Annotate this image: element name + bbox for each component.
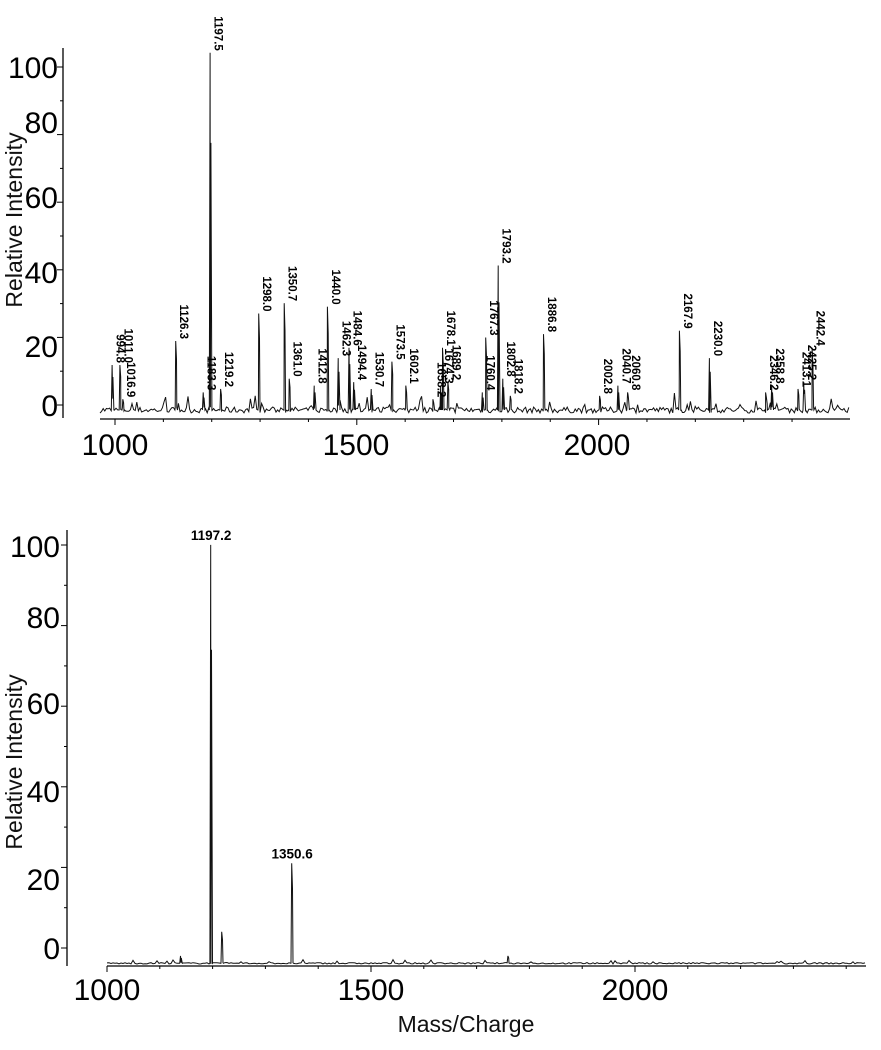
peak-label: 1602.1 — [407, 348, 419, 384]
bottom-spectrum-trace — [106, 544, 866, 965]
top-spectrum-trace — [99, 52, 850, 415]
peak-label: 1674.3 — [442, 348, 454, 383]
peak-label: 2425.2 — [805, 345, 817, 380]
peak-label: 1197.2 — [191, 528, 232, 543]
peak-label: 2346.2 — [767, 355, 779, 390]
y-tick-label: 100 — [10, 531, 60, 564]
bottom-spectrum-chart: 100 80 60 40 20 0 Relative Intensity 100… — [1, 528, 866, 1037]
peak-label: 1760.4 — [484, 355, 496, 391]
peak-label: 2060.8 — [629, 355, 641, 391]
top-x-tick-labels: 1000 1500 2000 — [82, 429, 631, 462]
peak-label: 2442.4 — [814, 311, 826, 347]
x-tick-label: 1500 — [338, 974, 405, 1007]
top-y-ticks — [57, 66, 63, 406]
bottom-y-tick-labels: 100 80 60 40 20 0 — [10, 531, 60, 966]
x-tick-label: 1000 — [82, 429, 149, 462]
peak-label: 2358.8 — [773, 348, 785, 384]
peak-label: 1298.0 — [260, 276, 272, 311]
x-tick-label: 1500 — [323, 429, 390, 462]
peak-label: 1573.5 — [393, 324, 405, 360]
peak-label: 1462.3 — [340, 321, 352, 356]
peak-label: 2167.9 — [681, 294, 693, 329]
bottom-x-axis-title: Mass/Charge — [398, 1011, 535, 1037]
peak-label: 1011.0 — [121, 328, 133, 363]
peak-label: 1126.3 — [177, 304, 189, 339]
y-tick-label: 0 — [43, 933, 60, 966]
y-tick-label: 20 — [27, 864, 60, 897]
peak-label: 1793.2 — [500, 228, 512, 263]
peak-label: 1350.6 — [271, 846, 313, 861]
y-tick-label: 60 — [27, 688, 60, 721]
top-y-axis-title: Relative Intensity — [1, 132, 27, 308]
x-tick-label: 2000 — [564, 429, 631, 462]
y-tick-label: 0 — [41, 390, 58, 423]
peak-label: 1658.2 — [434, 362, 446, 397]
peak-label: 1412.8 — [316, 348, 328, 384]
bottom-peak-labels: 1197.2 1350.6 — [191, 528, 313, 861]
peak-label: 1802.8 — [504, 342, 516, 378]
peak-label: 1219.2 — [222, 352, 234, 387]
top-x-ticks — [114, 419, 793, 425]
top-y-tick-labels: 100 80 60 40 20 0 — [8, 52, 58, 423]
peak-label: 1767.3 — [487, 300, 499, 335]
top-spectrum-chart: 100 80 60 40 20 0 Relative Intensity 100… — [1, 16, 850, 462]
peak-label: 2002.8 — [601, 359, 613, 395]
y-tick-label: 40 — [25, 257, 58, 290]
x-tick-label: 1000 — [74, 974, 141, 1007]
y-tick-label: 80 — [27, 602, 60, 635]
peak-label: 1350.7 — [286, 266, 298, 301]
y-tick-label: 60 — [25, 182, 58, 215]
peak-label: 1494.4 — [355, 345, 367, 381]
peak-label: 1678.1 — [444, 311, 456, 347]
peak-label: 1361.0 — [291, 342, 303, 377]
peak-label: 994.8 — [114, 334, 126, 363]
peak-label: 2230.0 — [711, 321, 723, 356]
y-tick-label: 80 — [25, 107, 58, 140]
peak-label: 1886.8 — [545, 297, 557, 333]
bottom-x-tick-labels: 1000 1500 2000 — [74, 974, 669, 1007]
peak-label: 1016.9 — [124, 362, 136, 397]
x-tick-label: 2000 — [602, 974, 669, 1007]
peak-label: 1818.2 — [512, 359, 524, 394]
peak-label: 1440.0 — [329, 270, 341, 305]
peak-label: 1183.3 — [205, 356, 217, 391]
y-tick-label: 20 — [25, 331, 58, 364]
peak-label: 2040.7 — [619, 348, 631, 383]
y-tick-label: 40 — [27, 776, 60, 809]
peak-label: 1530.7 — [373, 352, 385, 387]
bottom-y-axis-title: Relative Intensity — [1, 674, 27, 850]
bottom-x-ticks — [106, 966, 847, 972]
peak-label: 1197.5 — [212, 16, 224, 51]
peak-label: 1484.6 — [350, 311, 362, 346]
peak-label: 2413.1 — [799, 352, 811, 388]
y-tick-label: 100 — [8, 52, 58, 85]
peak-label: 1689.2 — [449, 345, 461, 380]
bottom-y-ticks — [61, 544, 67, 949]
